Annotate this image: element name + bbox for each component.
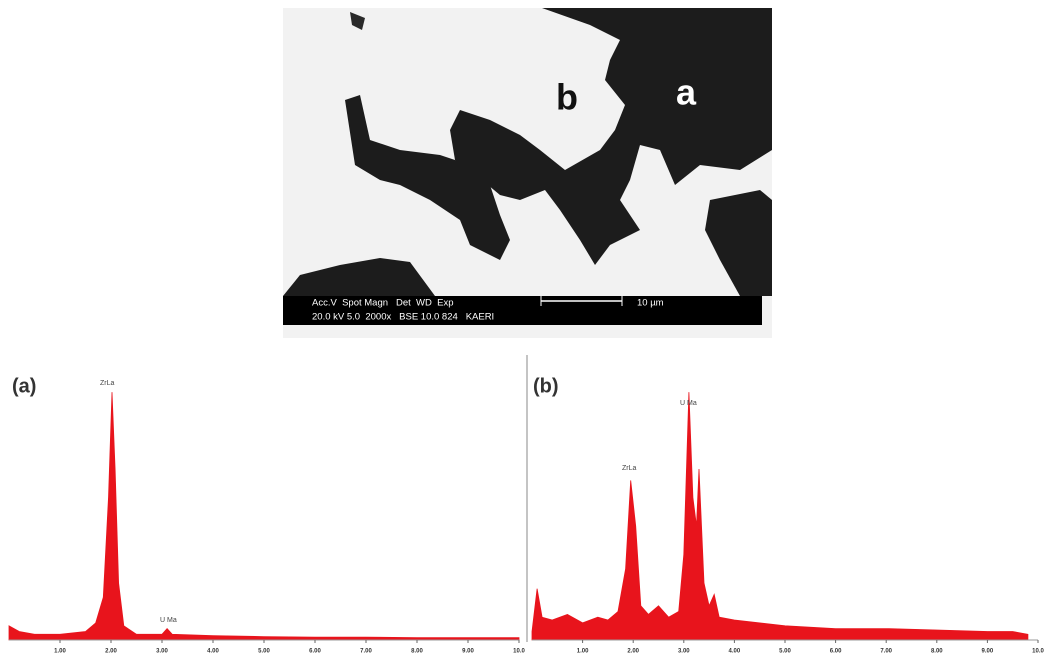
x-tick-label: 10.0: [1032, 649, 1044, 655]
panel-title: (a): [12, 375, 36, 397]
x-tick-label: 1.00: [577, 649, 589, 655]
x-tick-label: 7.00: [360, 649, 372, 655]
peak-label: ZrLa: [622, 465, 637, 472]
sem-grain: [345, 95, 510, 260]
x-tick-label: 8.00: [411, 649, 423, 655]
x-tick-label: 9.00: [462, 649, 474, 655]
sem-grain: [283, 258, 435, 296]
spectrum-area: [8, 392, 520, 641]
info-values: 20.0 kV 5.0 2000x BSE 10.0 824 KAERI: [312, 312, 494, 323]
x-tick-label: 10.0: [513, 649, 525, 655]
x-tick-label: 2.00: [105, 649, 117, 655]
x-tick-label: 2.00: [627, 649, 639, 655]
x-tick-label: 9.00: [982, 649, 994, 655]
info-bar: [283, 296, 762, 325]
x-tick-label: 8.00: [931, 649, 943, 655]
x-tick-label: 3.00: [678, 649, 690, 655]
x-tick-label: 5.00: [779, 649, 791, 655]
x-tick-label: 7.00: [880, 649, 892, 655]
x-tick-label: 3.00: [156, 649, 168, 655]
scale-label: 10 µm: [637, 298, 664, 309]
info-header: Acc.V Spot Magn Det WD Exp: [312, 298, 454, 309]
region-label: a: [676, 72, 697, 113]
x-tick-label: 5.00: [258, 649, 270, 655]
peak-label: U Ma: [160, 617, 177, 624]
spectrum-area: [531, 392, 1029, 641]
x-tick-label: 4.00: [207, 649, 219, 655]
x-tick-label: 6.00: [830, 649, 842, 655]
x-tick-label: 6.00: [309, 649, 321, 655]
panel-title: (b): [533, 375, 559, 397]
peak-label: U Ma: [680, 400, 697, 407]
sem-grain: [705, 190, 772, 296]
region-label: b: [556, 77, 578, 118]
x-tick-label: 1.00: [54, 649, 66, 655]
sem-grain: [450, 8, 772, 265]
x-tick-label: 4.00: [729, 649, 741, 655]
sem-grain: [350, 12, 365, 30]
peak-label: ZrLa: [100, 380, 115, 387]
sem-image: Acc.V Spot Magn Det WD Exp 20.0 kV 5.0 2…: [283, 8, 772, 338]
